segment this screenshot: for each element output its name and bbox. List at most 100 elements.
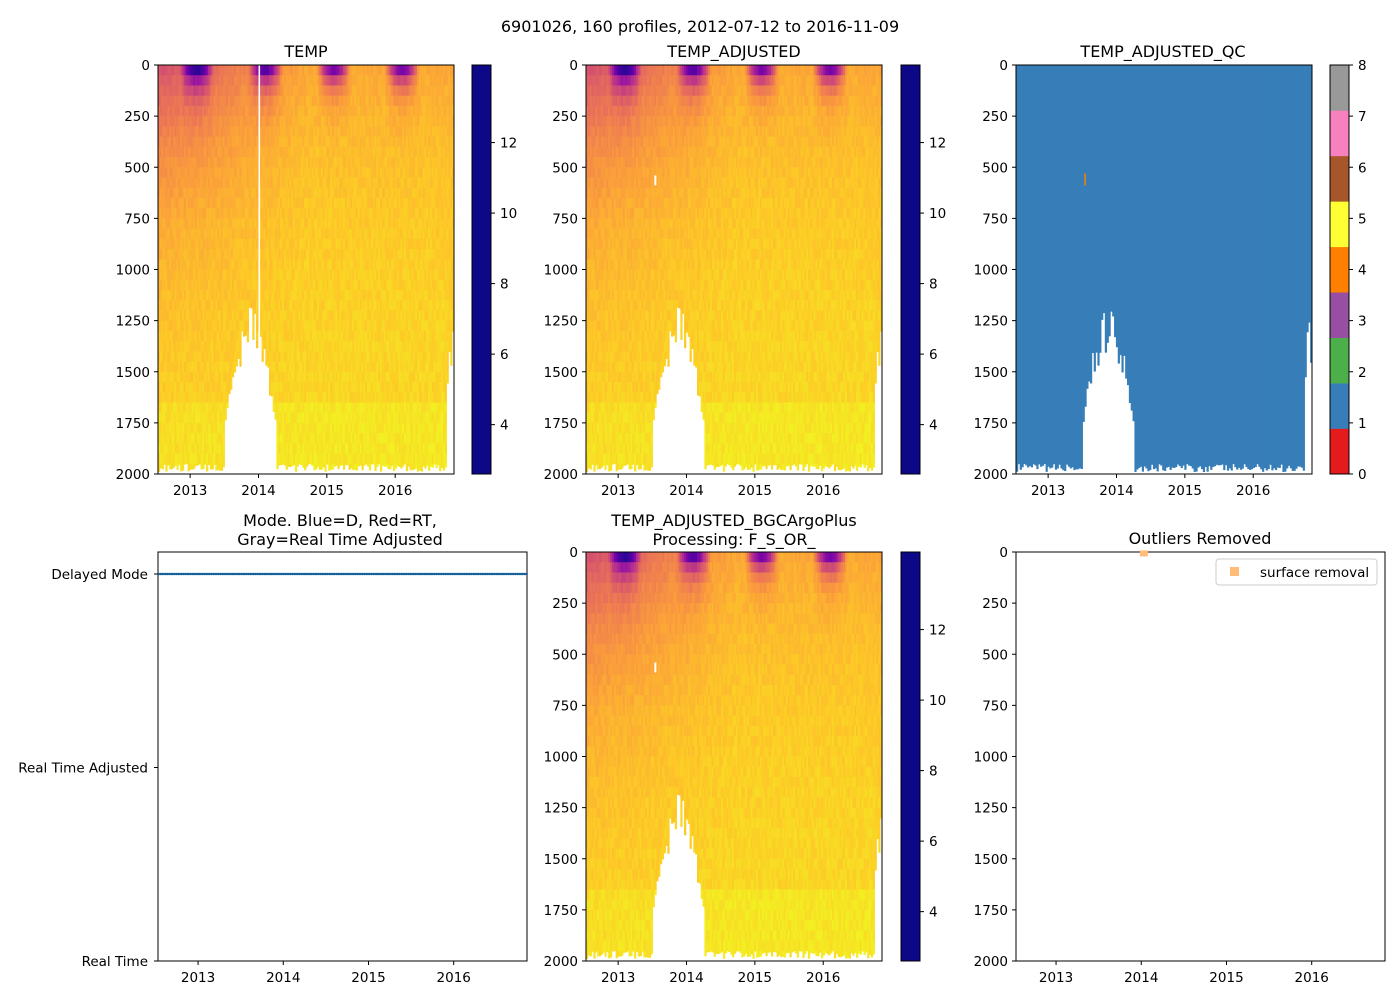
heatmap-cell (291, 116, 294, 127)
heatmap-cell (172, 65, 175, 76)
heatmap-cell (298, 65, 301, 76)
heatmap-cell (239, 249, 242, 260)
heatmap-cell (339, 310, 342, 322)
heatmap-cell (180, 433, 183, 444)
heatmap-cell (193, 422, 196, 434)
heatmap-cell (193, 361, 196, 373)
heatmap-cell (167, 289, 170, 301)
heatmap-cell (293, 381, 296, 393)
heatmap-cell (270, 228, 274, 240)
heatmap-cell (172, 392, 175, 404)
heatmap-cell (233, 289, 237, 301)
heatmap-cell (317, 351, 320, 363)
heatmap-cell (233, 259, 237, 271)
heatmap-cell (326, 269, 329, 281)
heatmap-cell (291, 341, 294, 352)
heatmap-cell (280, 116, 283, 127)
heatmap-cell (174, 289, 177, 301)
heatmap-cell (213, 443, 216, 455)
heatmap-cell (213, 146, 216, 158)
heatmap-cell (185, 422, 188, 434)
heatmap-cell (318, 218, 322, 230)
heatmap-cell (200, 126, 203, 138)
heatmap-cell (176, 65, 179, 76)
heatmap-cell (246, 310, 249, 322)
heatmap-cell (163, 249, 166, 260)
heatmap-cell (344, 269, 348, 281)
heatmap-cell (283, 351, 286, 363)
heatmap-cell (320, 320, 323, 332)
heatmap-cell (306, 402, 309, 414)
heatmap-cell (265, 65, 268, 76)
heatmap-cell (195, 197, 198, 209)
heatmap-cell (283, 310, 286, 322)
heatmap-cell (263, 105, 266, 117)
heatmap-cell (328, 371, 331, 383)
heatmap-cell (200, 85, 203, 97)
heatmap-cell (191, 65, 194, 76)
heatmap-cell (313, 320, 316, 332)
heatmap-cell (198, 433, 201, 444)
heatmap-cell (300, 453, 303, 465)
panel-title: TEMP (283, 42, 328, 61)
heatmap-cell (294, 269, 298, 281)
heatmap-cell (263, 228, 266, 240)
heatmap-cell (283, 289, 286, 301)
heatmap-cell (206, 453, 209, 465)
heatmap-cell (224, 157, 227, 168)
heatmap-cell (198, 259, 201, 271)
heatmap-cell (217, 371, 220, 383)
heatmap-cell (256, 341, 259, 349)
heatmap-cell (191, 238, 194, 250)
heatmap-cell (313, 443, 316, 455)
heatmap-cell (158, 330, 161, 342)
heatmap-cell (189, 269, 192, 281)
heatmap-cell (276, 65, 279, 76)
heatmap-cell (246, 320, 249, 332)
heatmap-cell (254, 105, 257, 117)
heatmap-cell (315, 208, 318, 219)
heatmap-cell (343, 341, 346, 352)
heatmap-cell (241, 238, 244, 250)
heatmap-cell (219, 433, 222, 444)
heatmap-cell (270, 320, 274, 332)
heatmap-cell (278, 433, 281, 444)
heatmap-cell (291, 167, 294, 179)
heatmap-cell (200, 197, 203, 209)
heatmap-cell (318, 412, 322, 424)
heatmap-cell (165, 341, 168, 352)
heatmap-cell (317, 381, 320, 393)
heatmap-cell (237, 157, 240, 168)
heatmap-cell (296, 422, 299, 434)
heatmap-cell (333, 157, 336, 168)
heatmap-cell (196, 136, 200, 148)
heatmap-cell (222, 187, 225, 199)
heatmap-cell (311, 228, 314, 240)
heatmap-cell (341, 392, 344, 404)
heatmap-cell (313, 422, 316, 434)
heatmap-cell (280, 167, 283, 179)
heatmap-cell (346, 341, 349, 352)
heatmap-cell (287, 136, 290, 148)
heatmap-cell (352, 208, 355, 219)
heatmap-cell (172, 146, 175, 158)
heatmap-cell (272, 95, 275, 107)
heatmap-cell (270, 157, 274, 168)
heatmap-cell (341, 279, 344, 291)
heatmap-cell (169, 75, 172, 87)
heatmap-cell (158, 65, 161, 76)
heatmap-cell (161, 259, 164, 271)
heatmap-cell (169, 279, 172, 291)
heatmap-cell (198, 167, 201, 179)
heatmap-cell (289, 177, 292, 189)
heatmap-cell (207, 65, 211, 76)
heatmap-cell (172, 249, 175, 260)
heatmap-cell (174, 392, 177, 404)
heatmap-cell (159, 269, 163, 281)
heatmap-cell (304, 269, 307, 281)
heatmap-cell (244, 249, 248, 260)
heatmap-cell (198, 75, 201, 87)
heatmap-cell (326, 463, 329, 465)
heatmap-cell (300, 126, 303, 138)
heatmap-cell (207, 157, 211, 168)
